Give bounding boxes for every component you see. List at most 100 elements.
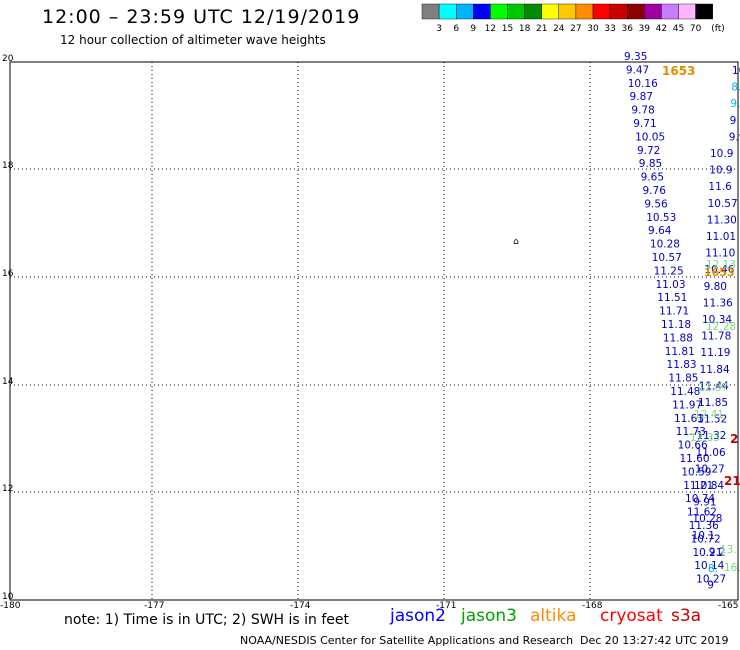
swh-label-edge: 11.36	[703, 297, 733, 309]
color-scale-label: 30	[587, 24, 599, 34]
swh-label-jason3: 12.33	[690, 432, 720, 444]
swh-label-edge: 10.1	[692, 530, 715, 542]
swh-label-jason2: 11.03	[655, 279, 685, 291]
swh-label-edge: 10.46	[704, 264, 734, 276]
swh-label-edge: 11.01	[706, 231, 736, 243]
swh-label-edge: 11.52	[697, 414, 727, 426]
latitude-label: 20	[2, 54, 14, 64]
longitude-label: -177	[144, 601, 165, 611]
s3a-time-label: 21	[724, 474, 740, 488]
swh-label-jason2: 9.35	[624, 51, 647, 63]
color-scale-unit: (ft)	[711, 24, 725, 34]
swh-label-jason2: 11.60	[680, 453, 710, 465]
swh-label-jason2: 9.71	[633, 118, 656, 130]
color-scale-bar: 3 6 9 12 15 18 21 24 27 30 33 36 39 42 45 70 (ft)	[421, 3, 725, 34]
swh-label-edge: 11.19	[700, 347, 730, 359]
swh-label-edge: 11.32	[696, 430, 726, 442]
color-scale-label: 24	[553, 24, 565, 34]
latitude-label: 18	[2, 161, 14, 171]
legend-altika: altika	[530, 606, 577, 626]
swh-label-jason2: 9.72	[637, 145, 660, 157]
swh-label-jason3: 12.13	[706, 259, 736, 271]
swh-label-jason2: 11.85	[668, 373, 698, 385]
legend-cryosat: cryosat	[600, 606, 663, 626]
swh-label-jason2: 9.76	[643, 185, 667, 197]
swh-label-edge: 10.	[732, 65, 740, 77]
color-scale-label: 21	[536, 24, 547, 34]
color-scale-label: 70	[690, 24, 702, 34]
swh-label-jason2: 10.28	[650, 239, 680, 251]
generated-timestamp: Dec 20 13:27:42 UTC 2019	[580, 634, 729, 647]
s3a-time-label: 2	[730, 432, 738, 446]
longitude-label: -180	[0, 601, 21, 611]
swh-label-jason2: 9.65	[641, 172, 664, 184]
legend-s3a: s3a	[671, 606, 702, 626]
swh-label-edge: 9.2	[709, 546, 726, 558]
swh-label-jason2: 11.25	[654, 265, 684, 277]
swh-label-jason3: 12.07	[698, 382, 728, 394]
color-scale-label: 42	[656, 24, 667, 34]
swh-label-jason2: 11.51	[657, 292, 687, 304]
swh-label-jason2: 11.36	[689, 520, 719, 532]
swh-label-jason2: 9.78	[631, 105, 654, 117]
credit-line: NOAA/NESDIS Center for Satellite Applica…	[240, 634, 574, 647]
swh-label-edge: 9.80	[704, 281, 727, 293]
longitude-label: -168	[582, 601, 603, 611]
swh-label-jason2: 11.83	[667, 359, 697, 371]
swh-label-jason2: 10.21	[692, 547, 722, 559]
latitude-label: 12	[2, 484, 14, 494]
swh-label-jason2: 11.62	[687, 507, 717, 519]
swh-label-jason2: 10.57	[652, 252, 682, 264]
swh-label-jason3: 12.28	[706, 321, 736, 333]
swh-label-jason3: 16.	[724, 562, 740, 574]
color-scale-label: 27	[570, 24, 581, 34]
latitude-label: 14	[2, 377, 14, 387]
swh-label-jason2: 11.81	[665, 346, 695, 358]
swh-label-jason2: 10.14	[694, 560, 724, 572]
latitude-label: 16	[2, 269, 14, 279]
swh-label-jason3: 13.	[720, 544, 737, 556]
swh-label-edge: 11.06	[696, 447, 726, 459]
swh-label-jason2: 11.88	[663, 332, 693, 344]
color-scale-label: 45	[673, 24, 684, 34]
longitude-label: -171	[436, 601, 457, 611]
altika-time-label: 1653	[704, 266, 735, 279]
swh-label-edge: 11.44	[699, 380, 729, 392]
swh-label-jason2: 10.05	[635, 131, 665, 143]
swh-label-jason2: 9.47	[626, 64, 649, 76]
swh-label-edge: 11.78	[701, 331, 731, 343]
swh-label-jason2: 11.73	[676, 426, 706, 438]
swh-label-edge: 10.57	[708, 198, 738, 210]
swh-label-edge: 11.10	[705, 248, 735, 260]
swh-label-jason2: 11.48	[670, 386, 700, 398]
color-scale-label: 18	[519, 24, 531, 34]
color-scale-label: 36	[621, 24, 633, 34]
swh-label-edge: 10.34	[702, 314, 732, 326]
swh-label-jason2: 10.59	[681, 466, 711, 478]
map-frame	[9, 61, 739, 601]
swh-label-jason2: 10.27	[696, 574, 726, 586]
swh-label-edge: 9	[707, 580, 714, 592]
footer-note: note: 1) Time is in UTC; 2) SWH is in fe…	[64, 612, 350, 628]
swh-label-edge: 8.	[708, 563, 718, 575]
color-scale-label: 9	[470, 24, 476, 34]
swh-label-jason2: 10.53	[646, 212, 676, 224]
latitude-label: 10	[2, 592, 14, 602]
longitude-label: -165	[718, 601, 739, 611]
color-scale-label: 12	[485, 24, 496, 34]
page-title: 12:00 – 23:59 UTC 12/19/2019	[42, 6, 361, 28]
color-scale-label: 33	[604, 24, 615, 34]
swh-label-jason2: 9.56	[644, 198, 668, 210]
swh-label-edge: 9.	[730, 98, 740, 110]
swh-label-jason2: 10.66	[678, 440, 708, 452]
swh-label-jason2: 9.87	[630, 91, 653, 103]
island-marker: ⌂	[513, 237, 519, 247]
swh-label-edge: 10.9	[709, 165, 732, 177]
swh-label-jason2: 10.74	[685, 493, 715, 505]
swh-label-edge: 10.28	[692, 513, 722, 525]
color-scale-label: 39	[639, 24, 651, 34]
legend-jason2: jason2	[390, 606, 446, 626]
swh-label-jason2: 11.18	[661, 319, 691, 331]
swh-label-edge: 10.9	[710, 148, 733, 160]
